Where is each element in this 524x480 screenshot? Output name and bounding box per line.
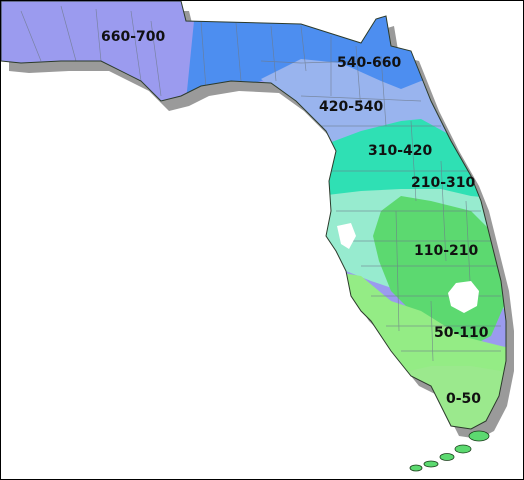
tampa-bay bbox=[337, 223, 356, 249]
zone-label-50-110: 50-110 bbox=[434, 325, 489, 341]
zone-label-0-50: 0-50 bbox=[446, 391, 481, 407]
lake-okeechobee bbox=[448, 281, 479, 313]
florida-keys bbox=[409, 430, 490, 472]
zone-label-310-420: 310-420 bbox=[368, 143, 433, 159]
zone-label-540-660: 540-660 bbox=[337, 55, 402, 71]
zone-label-660-700: 660-700 bbox=[101, 29, 166, 45]
zone-label-110-210: 110-210 bbox=[414, 243, 479, 259]
zone-label-210-310: 210-310 bbox=[411, 175, 476, 191]
zone-label-420-540: 420-540 bbox=[319, 99, 384, 115]
zone-110-210-fill bbox=[373, 196, 506, 346]
